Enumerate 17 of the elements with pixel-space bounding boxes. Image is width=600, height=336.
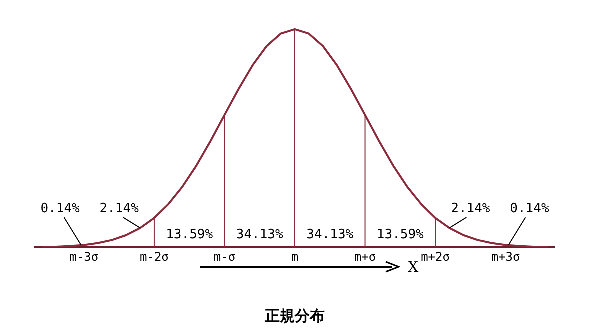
x-tick-label: m+σ: [354, 250, 376, 264]
x-tick-label: m+3σ: [491, 250, 520, 264]
annotation: 13.59%: [376, 227, 424, 242]
x-tick-label: m+2σ: [421, 250, 450, 264]
annotation: 13.59%: [166, 227, 214, 242]
annotation: 2.14%: [100, 201, 140, 216]
x-tick-label: m-3σ: [70, 250, 99, 264]
annotation: 34.13%: [236, 227, 284, 242]
annotation: 0.14%: [510, 201, 550, 216]
x-axis-title: X: [408, 258, 419, 276]
text: 正規分布: [264, 306, 325, 325]
annotation: 0.14%: [40, 201, 80, 216]
annotation: 34.13%: [306, 227, 354, 242]
x-tick-label: m-σ: [214, 250, 236, 264]
x-tick-label: m: [291, 250, 299, 264]
annotation: 2.14%: [451, 201, 490, 216]
x-tick-label: m-2σ: [140, 250, 169, 264]
